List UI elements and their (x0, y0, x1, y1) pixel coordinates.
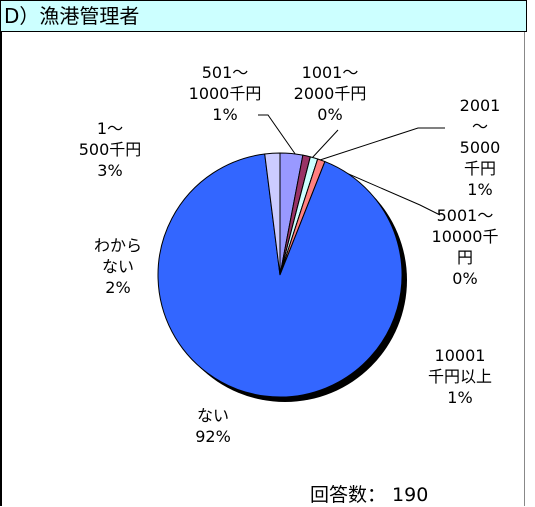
category-label: ない (196, 406, 229, 425)
value-label: 92% (195, 427, 231, 446)
slice-label: 5001～ 10000千 円 0% (432, 205, 499, 289)
leader-line (319, 127, 445, 161)
slice-label: ない 92% (195, 405, 231, 447)
slice-label: 10001 千円以上 1% (428, 345, 492, 408)
slice-label: 501～ 1000千円 1% (189, 62, 262, 125)
value-label: 0% (452, 269, 478, 288)
value-label: 3% (97, 161, 123, 180)
pie-slice (264, 152, 281, 276)
frame (0, 0, 525, 506)
category-label: 1001～ 2000千円 (293, 63, 367, 103)
leader-line (258, 114, 299, 159)
leader-line (320, 161, 441, 216)
chart-title: D）漁港管理者 (0, 0, 527, 32)
category-label: 10001 千円以上 (427, 346, 493, 386)
slice-label: 1～ 500千円 3% (79, 118, 142, 181)
value-label: 2% (105, 278, 131, 297)
category-label: 501～ 1000千円 (188, 63, 262, 103)
slice-label: わから ない 2% (94, 235, 142, 298)
value-label: 1% (467, 180, 493, 199)
category-label: 2001～ 5000千円 (459, 96, 501, 178)
category-label: わから ない (93, 236, 143, 276)
pie-slice (157, 153, 403, 398)
slice-label: 1001～ 2000千円 0% (294, 62, 367, 125)
slice-label: 2001～ 5000千円 1% (453, 95, 508, 200)
value-label: 0% (317, 105, 343, 124)
footnote: 回答数： 190 (310, 484, 429, 506)
value-label: 1% (447, 388, 473, 407)
category-label: 5001～ 10000千 円 (431, 206, 499, 267)
leader-line (311, 129, 339, 159)
leader-lines (258, 114, 445, 216)
category-label: 1～ 500千円 (78, 119, 142, 159)
value-label: 1% (212, 105, 238, 124)
